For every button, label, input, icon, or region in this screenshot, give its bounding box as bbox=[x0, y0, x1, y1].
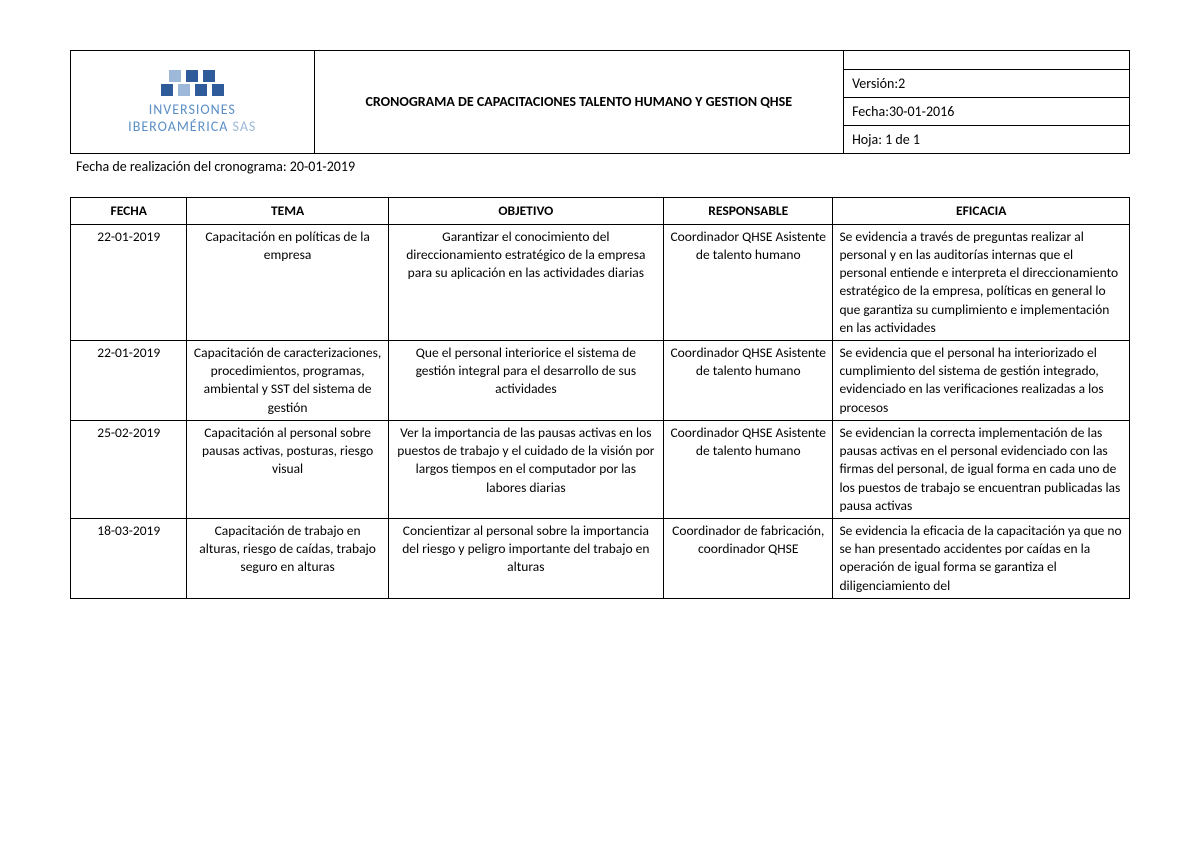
cell-fecha: 22-01-2019 bbox=[71, 341, 187, 421]
cronograma-table: FECHA TEMA OBJETIVO RESPONSABLE EFICACIA… bbox=[70, 197, 1130, 599]
logo-square bbox=[178, 84, 190, 96]
document-meta: Versión:2 Fecha:30-01-2016 Hoja: 1 de 1 bbox=[844, 51, 1130, 154]
table-row: 18-03-2019Capacitación de trabajo en alt… bbox=[71, 519, 1130, 599]
cell-tema: Capacitación en políticas de la empresa bbox=[187, 224, 388, 340]
cell-responsable: Coordinador QHSE Asistente de talento hu… bbox=[664, 420, 833, 518]
cell-tema: Capacitación de trabajo en alturas, ries… bbox=[187, 519, 388, 599]
meta-blank bbox=[844, 51, 1129, 69]
logo-text-line2: IBEROAMÉRICA SAS bbox=[77, 118, 308, 135]
table-row: 25-02-2019Capacitación al personal sobre… bbox=[71, 420, 1130, 518]
meta-version: Versión:2 bbox=[844, 69, 1129, 97]
table-body: 22-01-2019Capacitación en políticas de l… bbox=[71, 224, 1130, 598]
fecha-label: Fecha: bbox=[852, 103, 889, 120]
logo-text-line1: INVERSIONES bbox=[77, 101, 308, 118]
document-header: INVERSIONES IBEROAMÉRICA SAS CRONOGRAMA … bbox=[70, 50, 1130, 154]
hoja-value: 1 de 1 bbox=[885, 131, 920, 148]
cell-responsable: Coordinador QHSE Asistente de talento hu… bbox=[664, 224, 833, 340]
logo-icon bbox=[160, 69, 226, 97]
col-header-responsable: RESPONSABLE bbox=[664, 197, 833, 224]
logo-square bbox=[203, 70, 215, 82]
cell-objetivo: Concientizar al personal sobre la import… bbox=[388, 519, 663, 599]
cell-objetivo: Ver la importancia de las pausas activas… bbox=[388, 420, 663, 518]
cell-fecha: 18-03-2019 bbox=[71, 519, 187, 599]
logo-text-sas: SAS bbox=[233, 118, 257, 135]
logo-square bbox=[186, 70, 198, 82]
logo-square bbox=[169, 70, 181, 82]
cell-objetivo: Garantizar el conocimiento del direccion… bbox=[388, 224, 663, 340]
cronograma-date: Fecha de realización del cronograma: 20-… bbox=[76, 158, 1130, 175]
cell-eficacia: Se evidencia que el personal ha interior… bbox=[833, 341, 1130, 421]
table-row: 22-01-2019Capacitación en políticas de l… bbox=[71, 224, 1130, 340]
version-value: 2 bbox=[898, 75, 905, 92]
table-row: 22-01-2019Capacitación de caracterizacio… bbox=[71, 341, 1130, 421]
meta-fecha: Fecha:30-01-2016 bbox=[844, 97, 1129, 125]
cell-tema: Capacitación al personal sobre pausas ac… bbox=[187, 420, 388, 518]
cell-fecha: 25-02-2019 bbox=[71, 420, 187, 518]
col-header-objetivo: OBJETIVO bbox=[388, 197, 663, 224]
cell-eficacia: Se evidencia la eficacia de la capacitac… bbox=[833, 519, 1130, 599]
logo-text-company: IBEROAMÉRICA bbox=[128, 118, 228, 135]
meta-hoja: Hoja: 1 de 1 bbox=[844, 125, 1129, 153]
cell-eficacia: Se evidencia a través de preguntas reali… bbox=[833, 224, 1130, 340]
logo-cell: INVERSIONES IBEROAMÉRICA SAS bbox=[71, 51, 315, 154]
cell-eficacia: Se evidencian la correcta implementación… bbox=[833, 420, 1130, 518]
version-label: Versión: bbox=[852, 75, 898, 92]
logo-square bbox=[195, 84, 207, 96]
logo-square bbox=[161, 84, 173, 96]
table-header-row: FECHA TEMA OBJETIVO RESPONSABLE EFICACIA bbox=[71, 197, 1130, 224]
col-header-fecha: FECHA bbox=[71, 197, 187, 224]
col-header-tema: TEMA bbox=[187, 197, 388, 224]
cell-responsable: Coordinador de fabricación, coordinador … bbox=[664, 519, 833, 599]
hoja-label: Hoja: bbox=[852, 131, 882, 148]
col-header-eficacia: EFICACIA bbox=[833, 197, 1130, 224]
cell-objetivo: Que el personal interiorice el sistema d… bbox=[388, 341, 663, 421]
cell-fecha: 22-01-2019 bbox=[71, 224, 187, 340]
cell-responsable: Coordinador QHSE Asistente de talento hu… bbox=[664, 341, 833, 421]
logo-square bbox=[212, 84, 224, 96]
document-title: CRONOGRAMA DE CAPACITACIONES TALENTO HUM… bbox=[314, 51, 844, 154]
cell-tema: Capacitación de caracterizaciones, proce… bbox=[187, 341, 388, 421]
fecha-value: 30-01-2016 bbox=[889, 103, 954, 120]
